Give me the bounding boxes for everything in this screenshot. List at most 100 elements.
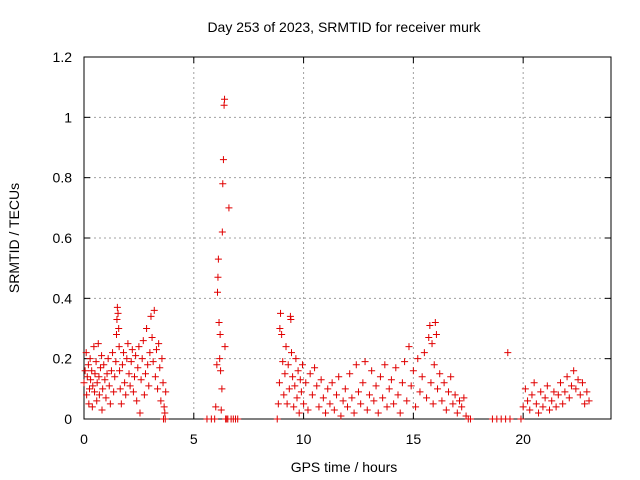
data-point-marker [289,373,297,381]
data-point-marker [234,415,242,423]
data-point-marker [405,343,413,351]
data-point-marker [438,397,446,405]
data-point-marker [354,388,362,396]
data-point-marker [565,394,573,402]
data-point-marker [92,358,100,366]
y-tick-label: 0.4 [53,290,73,306]
data-point-marker [128,346,136,354]
data-point-marker [281,370,289,378]
data-point-marker [147,312,155,320]
data-point-marker [581,400,589,408]
data-point-marker [133,397,141,405]
data-point-marker [83,373,91,381]
data-point-marker [521,385,529,393]
data-point-marker [365,391,373,399]
data-point-marker [274,400,282,408]
data-point-marker [113,315,121,323]
data-point-marker [517,415,525,423]
data-point-marker [80,379,88,387]
data-point-marker [322,409,330,417]
data-point-marker [287,315,295,323]
data-point-marker [379,394,387,402]
x-tick-label: 0 [80,431,88,447]
y-tick-label: 0.6 [53,230,73,246]
data-point-marker [372,382,380,390]
data-point-marker [88,367,96,375]
data-point-marker [95,373,103,381]
data-point-marker [295,409,303,417]
data-point-marker [96,364,104,372]
data-point-marker [403,397,411,405]
data-point-marker [539,403,547,411]
data-point-marker [211,415,219,423]
data-point-marker [574,376,582,384]
data-point-marker [87,376,95,384]
data-point-marker [414,355,422,363]
data-point-marker [294,367,302,375]
data-point-marker [546,406,554,414]
data-point-marker [447,373,455,381]
data-point-marker [412,403,420,411]
data-point-marker [285,385,293,393]
y-tick-label: 0 [64,411,72,427]
data-point-marker [107,367,115,375]
data-point-marker [398,379,406,387]
y-tick-label: 1 [64,109,72,125]
data-point-marker [504,349,512,357]
data-point-marker [283,400,291,408]
data-point-marker [370,397,378,405]
x-tick-label: 10 [296,431,312,447]
data-point-marker [105,382,113,390]
data-point-marker [374,409,382,417]
data-point-marker [535,409,543,417]
data-point-marker [161,415,169,423]
data-point-marker [111,373,119,381]
data-point-marker [220,101,228,109]
y-axis-label: SRMTID / TECUs [6,183,22,293]
data-point-marker [541,394,549,402]
data-point-marker [344,403,351,411]
data-point-marker [363,406,371,414]
data-point-marker [585,397,593,405]
data-point-marker [554,391,562,399]
data-point-marker [143,325,151,332]
data-point-marker [157,397,165,405]
x-tick-label: 15 [406,431,422,447]
data-point-marker [225,204,233,212]
data-point-marker [134,364,142,372]
data-point-marker [284,361,292,369]
data-point-marker [335,373,343,381]
data-point-marker [430,361,438,369]
data-point-marker [583,388,591,396]
data-point-marker [530,379,538,387]
data-point-marker [292,355,300,363]
x-axis-label: GPS time / hours [291,459,398,475]
data-point-marker [156,364,164,372]
data-point-marker [123,355,131,363]
data-point-marker [418,373,426,381]
data-point-marker [122,391,130,399]
data-point-marker [279,358,287,366]
data-point-marker [550,388,558,396]
data-point-marker [460,394,468,402]
data-point-marker [556,379,564,387]
data-point-marker [425,334,433,342]
data-point-marker [337,412,345,420]
data-point-marker [339,397,347,405]
data-point-marker [118,361,126,369]
data-point-marker [126,382,134,390]
data-point-marker [352,361,360,369]
data-point-marker [93,397,101,405]
data-point-marker [288,349,296,357]
data-point-marker [89,382,97,390]
data-point-marker [144,361,152,369]
data-point-marker [308,391,316,399]
data-point-marker [99,385,107,393]
data-point-marker [423,394,431,402]
data-point-marker [426,321,434,329]
data-point-marker [306,370,314,378]
data-point-marker [127,358,135,366]
data-point-marker [112,358,120,366]
data-point-marker [445,388,453,396]
